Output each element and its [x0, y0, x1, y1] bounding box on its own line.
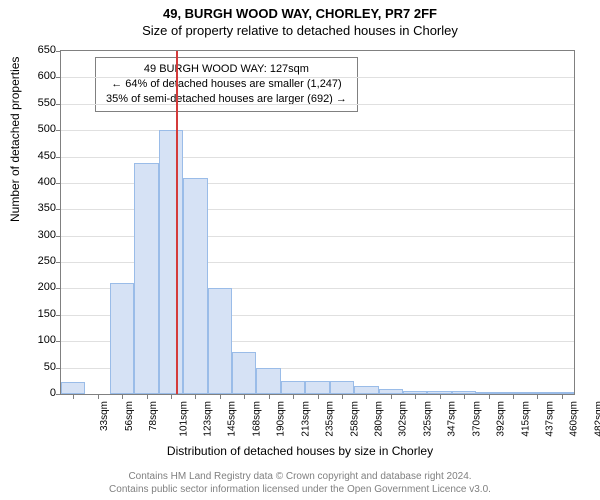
x-tick	[318, 394, 319, 399]
y-tick	[56, 209, 61, 210]
x-tick	[244, 394, 245, 399]
title-sub: Size of property relative to detached ho…	[0, 21, 600, 38]
histogram-bar	[183, 178, 207, 394]
y-tick	[56, 288, 61, 289]
y-tick-label: 400	[16, 176, 56, 188]
x-tick	[195, 394, 196, 399]
x-tick-label: 460sqm	[569, 401, 580, 437]
gridline	[61, 157, 574, 158]
x-tick-label: 302sqm	[398, 401, 409, 437]
x-tick-label: 437sqm	[545, 401, 556, 437]
y-tick	[56, 262, 61, 263]
histogram-bar	[281, 381, 305, 394]
x-tick-label: 325sqm	[422, 401, 433, 437]
chart-plot-area: 49 BURGH WOOD WAY: 127sqm ← 64% of detac…	[60, 50, 575, 395]
y-tick	[56, 236, 61, 237]
y-tick	[56, 104, 61, 105]
x-tick	[513, 394, 514, 399]
x-tick-label: 145sqm	[227, 401, 238, 437]
y-tick-label: 100	[16, 334, 56, 346]
histogram-bar	[330, 381, 354, 394]
histogram-bar	[61, 382, 85, 394]
y-tick	[56, 394, 61, 395]
x-tick-label: 123sqm	[203, 401, 214, 437]
y-tick	[56, 183, 61, 184]
x-tick-label: 258sqm	[349, 401, 360, 437]
x-tick	[415, 394, 416, 399]
y-tick-label: 650	[16, 44, 56, 56]
gridline	[61, 77, 574, 78]
x-tick-label: 347sqm	[447, 401, 458, 437]
x-tick	[464, 394, 465, 399]
marker-line	[176, 51, 178, 394]
y-tick-label: 50	[16, 361, 56, 373]
y-tick-label: 550	[16, 97, 56, 109]
chart-container: 49, BURGH WOOD WAY, CHORLEY, PR7 2FF Siz…	[0, 0, 600, 500]
y-tick-label: 300	[16, 229, 56, 241]
x-axis-label: Distribution of detached houses by size …	[0, 444, 600, 458]
y-tick	[56, 315, 61, 316]
x-tick-label: 78sqm	[148, 401, 159, 431]
histogram-bar	[208, 288, 232, 394]
x-tick	[391, 394, 392, 399]
histogram-bar	[305, 381, 329, 394]
x-tick-label: 370sqm	[471, 401, 482, 437]
y-tick-label: 150	[16, 308, 56, 320]
x-tick	[269, 394, 270, 399]
histogram-bar	[134, 163, 158, 394]
x-tick	[220, 394, 221, 399]
y-tick-label: 500	[16, 123, 56, 135]
x-tick	[122, 394, 123, 399]
x-tick-label: 168sqm	[251, 401, 262, 437]
footer-line-2: Contains public sector information licen…	[0, 484, 600, 497]
x-tick-label: 101sqm	[178, 401, 189, 437]
x-tick	[537, 394, 538, 399]
info-line-1: 49 BURGH WOOD WAY: 127sqm	[106, 62, 347, 77]
y-tick-label: 600	[16, 70, 56, 82]
x-tick-label: 392sqm	[496, 401, 507, 437]
x-tick	[342, 394, 343, 399]
y-tick-label: 450	[16, 150, 56, 162]
y-tick	[56, 157, 61, 158]
y-tick	[56, 51, 61, 52]
histogram-bar	[256, 368, 280, 394]
x-tick-label: 235sqm	[325, 401, 336, 437]
x-tick	[366, 394, 367, 399]
x-tick	[293, 394, 294, 399]
info-line-2: ← 64% of detached houses are smaller (1,…	[106, 77, 347, 92]
footer-line-1: Contains HM Land Registry data © Crown c…	[0, 471, 600, 484]
x-tick-label: 213sqm	[300, 401, 311, 437]
y-tick-label: 0	[16, 387, 56, 399]
title-main: 49, BURGH WOOD WAY, CHORLEY, PR7 2FF	[0, 0, 600, 21]
y-tick	[56, 77, 61, 78]
x-tick	[147, 394, 148, 399]
y-tick-label: 350	[16, 202, 56, 214]
gridline	[61, 104, 574, 105]
y-tick	[56, 341, 61, 342]
histogram-bar	[110, 283, 134, 394]
x-tick-label: 56sqm	[124, 401, 135, 431]
x-tick-label: 33sqm	[99, 401, 110, 431]
y-tick	[56, 368, 61, 369]
y-tick-label: 250	[16, 255, 56, 267]
footer: Contains HM Land Registry data © Crown c…	[0, 471, 600, 496]
x-tick-label: 190sqm	[276, 401, 287, 437]
x-tick-label: 280sqm	[374, 401, 385, 437]
x-tick	[489, 394, 490, 399]
x-tick-label: 482sqm	[593, 401, 600, 437]
histogram-bar	[159, 130, 183, 394]
x-tick	[171, 394, 172, 399]
histogram-bar	[232, 352, 256, 394]
x-tick	[562, 394, 563, 399]
y-tick-label: 200	[16, 281, 56, 293]
x-tick-label: 415sqm	[520, 401, 531, 437]
x-tick	[73, 394, 74, 399]
x-tick	[440, 394, 441, 399]
histogram-bar	[354, 386, 378, 394]
gridline	[61, 130, 574, 131]
x-tick	[98, 394, 99, 399]
y-tick	[56, 130, 61, 131]
